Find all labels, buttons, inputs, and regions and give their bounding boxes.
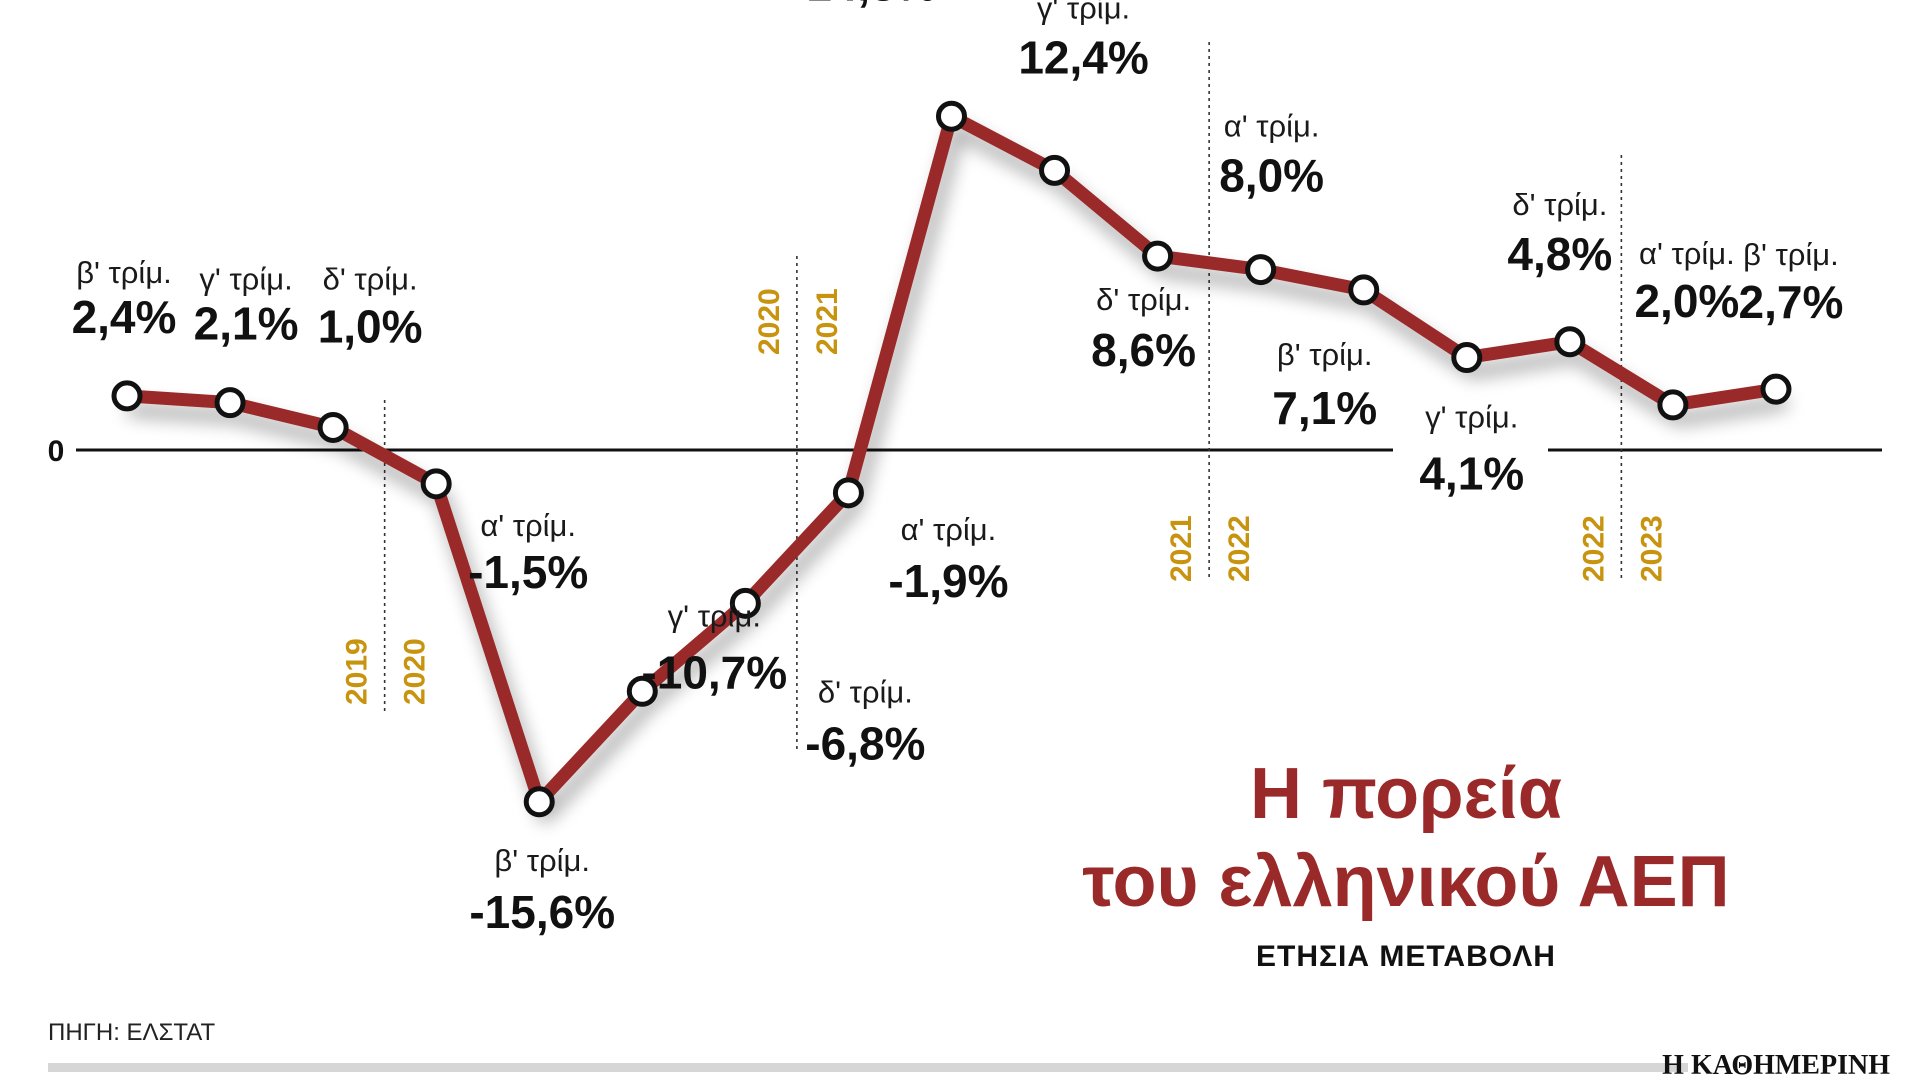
quarter-label: γ' τρίμ.: [668, 598, 761, 633]
value-label: 7,1%: [1272, 382, 1377, 434]
data-point-marker: [1554, 326, 1586, 358]
data-point-marker: [317, 411, 349, 443]
chart-title-line-2: του ελληνικού ΑΕΠ: [1082, 842, 1729, 922]
year-label-2021-after: 2021: [811, 288, 844, 355]
quarter-label: α' τρίμ.: [901, 512, 997, 547]
quarter-label: α' τρίμ.: [480, 508, 576, 543]
data-point-marker: [1245, 254, 1277, 286]
source-note: ΠΗΓΗ: ΕΛΣΤΑΤ: [48, 1019, 216, 1046]
zero-axis-label: 0: [48, 435, 65, 468]
year-label-2023-after: 2023: [1635, 515, 1668, 582]
value-label: -15,6%: [469, 886, 615, 938]
data-point-marker: [1348, 274, 1380, 306]
value-label: 2,4%: [72, 291, 177, 343]
value-label: -1,5%: [468, 546, 588, 598]
data-point-marker: [935, 100, 967, 132]
data-point-marker: [1760, 373, 1792, 405]
data-point-marker: [832, 477, 864, 509]
value-label: -6,8%: [805, 717, 925, 769]
value-label: 12,4%: [1018, 31, 1148, 83]
quarter-label: δ' τρίμ.: [323, 261, 418, 296]
chart-title-line-1: Η πορεία: [1250, 754, 1562, 834]
quarter-label: β' τρίμ.: [1277, 337, 1373, 372]
quarter-label: α' τρίμ.: [1639, 236, 1735, 271]
data-point-marker: [420, 468, 452, 500]
chart-subtitle: ΕΤΗΣΙΑ ΜΕΤΑΒΟΛΗ: [1256, 940, 1556, 973]
zero-axis: 0: [48, 435, 1882, 468]
data-point-marker: [626, 675, 658, 707]
data-point-marker: [523, 786, 555, 818]
value-label: 2,7%: [1739, 276, 1844, 328]
value-label: 14,8%: [806, 0, 936, 10]
quarter-label: δ' τρίμ.: [818, 674, 913, 709]
year-label-2020-after: 2020: [399, 638, 432, 705]
title-block: Η πορεία του ελληνικού ΑΕΠ ΕΤΗΣΙΑ ΜΕΤΑΒΟ…: [1082, 754, 1729, 973]
data-point-marker: [1039, 154, 1071, 186]
quarter-label: α' τρίμ.: [1224, 109, 1320, 144]
value-label: 1,0%: [318, 300, 423, 352]
year-dividers: 2019 2020 2020 2021 2021 2022 2022 2023: [341, 42, 1668, 750]
value-label: 8,0%: [1219, 150, 1324, 202]
value-label: -10,7%: [641, 646, 787, 698]
footer: ΠΗΓΗ: ΕΛΣΤΑΤ Η ΚΑΘΗΜΕΡΙΝΗ: [48, 1019, 1890, 1080]
value-label: 2,1%: [194, 298, 299, 350]
quarter-label: β' τρίμ.: [494, 843, 590, 878]
data-point-marker: [1451, 342, 1483, 374]
data-point-marker: [729, 587, 761, 619]
year-label-2022-before: 2022: [1577, 515, 1610, 582]
footer-rule: [48, 1063, 1688, 1072]
gdp-markers: [111, 100, 1792, 818]
data-point-marker: [1657, 389, 1689, 421]
data-point-marker: [214, 387, 246, 419]
value-label: 4,8%: [1507, 228, 1612, 280]
year-label-2019-before: 2019: [341, 638, 374, 705]
year-label-2020-before: 2020: [753, 288, 786, 355]
quarter-label: γ' τρίμ.: [1425, 400, 1518, 435]
year-label-2022-after: 2022: [1223, 515, 1256, 582]
value-label: -1,9%: [888, 555, 1008, 607]
quarter-label: β' τρίμ.: [1743, 237, 1839, 272]
year-label-2021-before: 2021: [1165, 515, 1198, 582]
quarter-label: γ' τρίμ.: [199, 262, 292, 297]
quarter-label: β' τρίμ.: [76, 255, 172, 290]
brand-logo: Η ΚΑΘΗΜΕΡΙΝΗ: [1662, 1050, 1890, 1080]
data-point-marker: [1142, 240, 1174, 272]
data-point-marker: [111, 380, 143, 412]
quarter-label: γ' τρίμ.: [1037, 0, 1130, 25]
value-label: 8,6%: [1091, 324, 1196, 376]
point-labels: β' τρίμ.2,4%γ' τρίμ.2,1%δ' τρίμ.1,0%α' τ…: [72, 0, 1844, 938]
quarter-label: δ' τρίμ.: [1096, 282, 1191, 317]
value-label: 4,1%: [1419, 448, 1524, 500]
quarter-label: δ' τρίμ.: [1512, 187, 1607, 222]
value-label: 2,0%: [1634, 275, 1739, 327]
